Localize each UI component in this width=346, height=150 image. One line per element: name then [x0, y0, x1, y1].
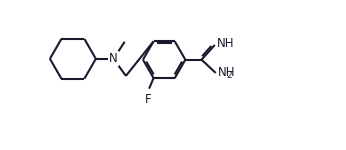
Text: NH: NH [217, 37, 234, 50]
Text: F: F [145, 93, 152, 106]
Text: NH: NH [218, 66, 235, 80]
Text: 2: 2 [226, 70, 231, 80]
Text: N: N [109, 52, 118, 65]
